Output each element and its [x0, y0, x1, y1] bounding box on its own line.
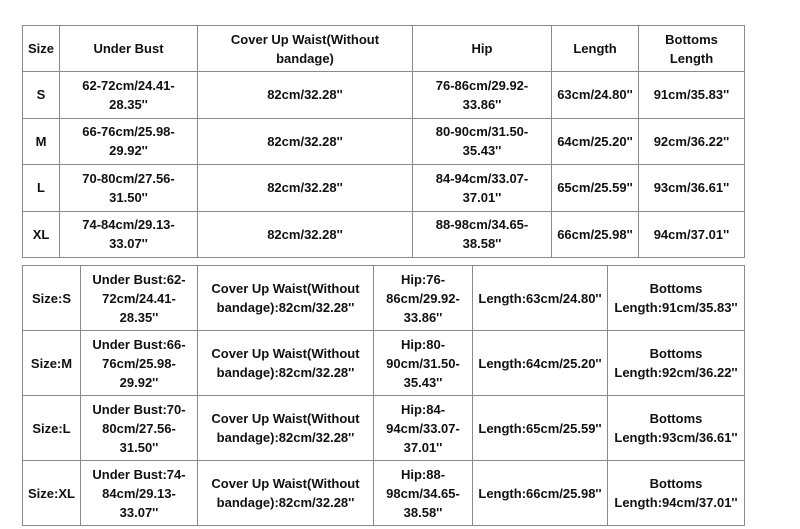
header-size: Size	[22, 25, 60, 72]
cell-bottoms-length: Bottoms Length:94cm/37.01''	[607, 460, 745, 526]
cell-bottoms-length: 93cm/36.61''	[638, 164, 745, 212]
cell-waist: 82cm/32.28''	[197, 210, 413, 258]
cell-size: XL	[22, 210, 60, 258]
table-row: Size:M Under Bust:66-76cm/25.98-29.92'' Co…	[22, 330, 745, 396]
cell-hip: Hip:88-98cm/34.65-38.58''	[373, 460, 473, 526]
cell-length: 65cm/25.59''	[551, 164, 639, 212]
cell-waist: Cover Up Waist(Without bandage):82cm/32.…	[197, 330, 374, 396]
cell-size: Size:S	[22, 265, 81, 331]
table-row: L 70-80cm/27.56-31.50'' 82cm/32.28'' 84-94c…	[22, 164, 745, 212]
cell-length: 63cm/24.80''	[551, 71, 639, 119]
table-row: Size:XL Under Bust:74-84cm/29.13-33.07'' C…	[22, 460, 745, 526]
cell-waist: 82cm/32.28''	[197, 71, 413, 119]
cell-waist: 82cm/32.28''	[197, 117, 413, 165]
table-row: M 66-76cm/25.98-29.92'' 82cm/32.28'' 80-90c…	[22, 117, 745, 165]
cell-size: Size:XL	[22, 460, 81, 526]
cell-length: 64cm/25.20''	[551, 117, 639, 165]
cell-hip: 88-98cm/34.65-38.58''	[412, 210, 552, 258]
cell-waist: Cover Up Waist(Without bandage):82cm/32.…	[197, 460, 374, 526]
cell-length: 66cm/25.98''	[551, 210, 639, 258]
cell-under-bust: 62-72cm/24.41-28.35''	[59, 71, 198, 119]
cell-size: Size:L	[22, 395, 81, 461]
cell-bottoms-length: 92cm/36.22''	[638, 117, 745, 165]
cell-hip: Hip:84-94cm/33.07-37.01''	[373, 395, 473, 461]
cell-size: L	[22, 164, 60, 212]
table-row: XL 74-84cm/29.13-33.07'' 82cm/32.28'' 88-98…	[22, 210, 745, 258]
cell-length: Length:65cm/25.59''	[472, 395, 608, 461]
cell-under-bust: Under Bust:66-76cm/25.98-29.92''	[80, 330, 198, 396]
header-hip: Hip	[412, 25, 552, 72]
cell-size: M	[22, 117, 60, 165]
table-row: S 62-72cm/24.41-28.35'' 82cm/32.28'' 76-86c…	[22, 71, 745, 119]
cell-bottoms-length: Bottoms Length:91cm/35.83''	[607, 265, 745, 331]
cell-size: S	[22, 71, 60, 119]
cell-under-bust: 66-76cm/25.98-29.92''	[59, 117, 198, 165]
cell-under-bust: Under Bust:70-80cm/27.56-31.50''	[80, 395, 198, 461]
cell-hip: 76-86cm/29.92-33.86''	[412, 71, 552, 119]
size-chart-labeled-table: Size:S Under Bust:62-72cm/24.41-28.35'' Co…	[22, 265, 745, 526]
cell-waist: Cover Up Waist(Without bandage):82cm/32.…	[197, 265, 374, 331]
cell-hip: Hip:80-90cm/31.50-35.43''	[373, 330, 473, 396]
cell-length: Length:63cm/24.80''	[472, 265, 608, 331]
header-row: Size Under Bust Cover Up Waist(Without b…	[22, 25, 745, 72]
cell-size: Size:M	[22, 330, 81, 396]
cell-bottoms-length: 91cm/35.83''	[638, 71, 745, 119]
header-waist: Cover Up Waist(Without bandage)	[197, 25, 413, 72]
cell-bottoms-length: 94cm/37.01''	[638, 210, 745, 258]
header-under-bust: Under Bust	[59, 25, 198, 72]
table-row: Size:S Under Bust:62-72cm/24.41-28.35'' Co…	[22, 265, 745, 331]
cell-bottoms-length: Bottoms Length:93cm/36.61''	[607, 395, 745, 461]
cell-hip: 80-90cm/31.50-35.43''	[412, 117, 552, 165]
cell-under-bust: Under Bust:62-72cm/24.41-28.35''	[80, 265, 198, 331]
cell-length: Length:66cm/25.98''	[472, 460, 608, 526]
cell-hip: Hip:76-86cm/29.92-33.86''	[373, 265, 473, 331]
header-bottoms-length: Bottoms Length	[638, 25, 745, 72]
cell-under-bust: 74-84cm/29.13-33.07''	[59, 210, 198, 258]
table-row: Size:L Under Bust:70-80cm/27.56-31.50'' Co…	[22, 395, 745, 461]
cell-under-bust: Under Bust:74-84cm/29.13-33.07''	[80, 460, 198, 526]
header-length: Length	[551, 25, 639, 72]
size-chart-table: Size Under Bust Cover Up Waist(Without b…	[22, 25, 745, 258]
cell-waist: Cover Up Waist(Without bandage):82cm/32.…	[197, 395, 374, 461]
cell-waist: 82cm/32.28''	[197, 164, 413, 212]
cell-under-bust: 70-80cm/27.56-31.50''	[59, 164, 198, 212]
cell-hip: 84-94cm/33.07-37.01''	[412, 164, 552, 212]
cell-bottoms-length: Bottoms Length:92cm/36.22''	[607, 330, 745, 396]
cell-length: Length:64cm/25.20''	[472, 330, 608, 396]
